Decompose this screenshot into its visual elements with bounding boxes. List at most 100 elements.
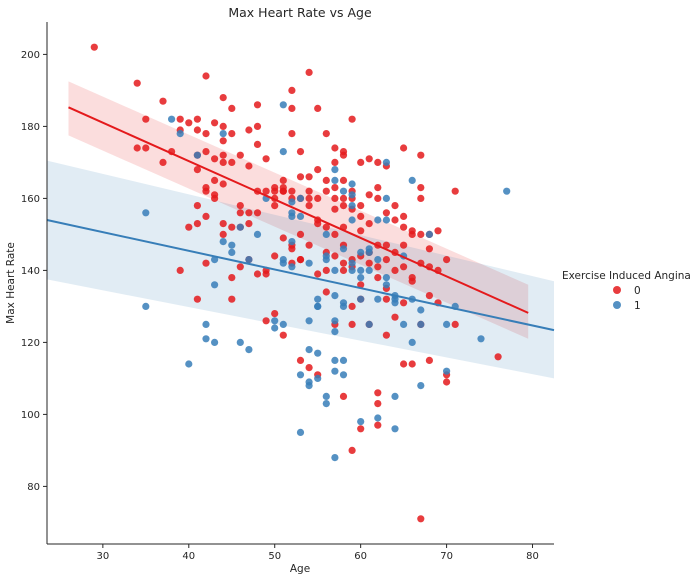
scatter-point-0: [296, 230, 305, 238]
scatter-point-0: [288, 104, 296, 112]
scatter-point-0: [314, 166, 322, 174]
scatter-point-1: [296, 194, 305, 202]
scatter-point-1: [211, 281, 219, 289]
scatter-point-1: [253, 230, 262, 238]
scatter-point-1: [331, 454, 339, 462]
scatter-point-1: [228, 248, 236, 256]
scatter-point-0: [322, 266, 330, 274]
scatter-point-1: [391, 425, 399, 433]
scatter-point-0: [357, 212, 365, 220]
scatter-point-0: [305, 187, 313, 195]
scatter-point-0: [374, 389, 382, 397]
y-tick-label: 200: [21, 50, 40, 61]
scatter-point-1: [314, 295, 322, 303]
scatter-point-0: [391, 202, 399, 210]
scatter-point-0: [400, 223, 408, 231]
x-tick-label: 50: [268, 551, 281, 562]
scatter-point-0: [339, 392, 348, 400]
scatter-point-0: [245, 220, 253, 228]
scatter-point-0: [374, 263, 382, 271]
scatter-point-0: [348, 115, 356, 123]
scatter-point-1: [245, 346, 253, 354]
scatter-point-0: [219, 180, 227, 188]
scatter-point-0: [296, 356, 305, 364]
scatter-point-0: [193, 202, 201, 210]
scatter-point-1: [322, 230, 330, 238]
scatter-point-1: [331, 292, 339, 300]
scatter-point-1: [443, 367, 451, 375]
scatter-point-0: [296, 256, 305, 264]
scatter-point-1: [331, 328, 339, 336]
scatter-point-0: [228, 158, 236, 166]
scatter-point-0: [391, 313, 399, 321]
scatter-point-0: [262, 155, 270, 163]
scatter-point-0: [219, 122, 227, 130]
scatter-point-0: [400, 299, 408, 307]
scatter-point-0: [425, 292, 433, 300]
scatter-point-0: [262, 317, 270, 325]
y-tick-label: 80: [27, 482, 40, 493]
scatter-point-0: [400, 144, 408, 152]
scatter-point-0: [228, 295, 236, 303]
scatter-point-0: [305, 364, 313, 372]
scatter-point-1: [236, 223, 244, 231]
scatter-point-0: [382, 241, 390, 249]
scatter-point-0: [357, 202, 365, 210]
scatter-point-0: [305, 173, 313, 181]
scatter-point-0: [211, 194, 219, 202]
scatter-point-0: [408, 277, 416, 285]
x-tick-label: 80: [526, 551, 539, 562]
scatter-point-0: [443, 256, 451, 264]
scatter-point-0: [185, 223, 193, 231]
scatter-point-1: [322, 400, 330, 408]
scatter-point-1: [357, 418, 365, 426]
scatter-point-0: [434, 227, 442, 235]
scatter-point-0: [365, 155, 373, 163]
scatter-point-1: [357, 248, 365, 256]
scatter-point-1: [348, 180, 356, 188]
scatter-point-0: [365, 191, 373, 199]
scatter-point-1: [288, 212, 296, 220]
scatter-point-0: [305, 241, 313, 249]
legend-marker-1: [613, 301, 621, 309]
scatter-point-0: [219, 94, 227, 102]
scatter-point-0: [219, 137, 227, 145]
scatter-point-1: [322, 392, 330, 400]
scatter-point-0: [443, 378, 451, 386]
scatter-point-0: [322, 288, 330, 296]
scatter-point-0: [357, 158, 365, 166]
scatter-point-0: [339, 194, 348, 202]
scatter-point-1: [185, 360, 193, 368]
scatter-point-1: [279, 148, 287, 156]
scatter-point-0: [339, 259, 348, 267]
scatter-point-0: [202, 72, 210, 80]
scatter-point-1: [314, 374, 322, 382]
scatter-point-1: [374, 295, 382, 303]
scatter-point-1: [305, 259, 313, 267]
scatter-point-1: [331, 356, 339, 364]
scatter-point-0: [236, 202, 244, 210]
legend-marker-0: [613, 286, 621, 294]
scatter-point-0: [331, 194, 339, 202]
scatter-point-1: [314, 349, 322, 357]
scatter-point-1: [408, 338, 416, 346]
scatter-point-0: [322, 176, 330, 184]
scatter-point-1: [348, 266, 356, 274]
scatter-point-1: [391, 299, 399, 307]
scatter-point-0: [365, 259, 373, 267]
scatter-point-0: [339, 176, 348, 184]
scatter-point-1: [305, 382, 313, 390]
confidence-band-1: [47, 160, 554, 379]
scatter-point-0: [253, 270, 262, 278]
scatter-point-0: [279, 184, 287, 192]
scatter-point-0: [382, 331, 390, 339]
scatter-point-1: [425, 230, 433, 238]
scatter-point-0: [400, 212, 408, 220]
scatter-point-1: [331, 166, 339, 174]
scatter-point-0: [305, 194, 313, 202]
scatter-point-1: [365, 320, 373, 328]
scatter-point-0: [391, 266, 399, 274]
scatter-point-1: [477, 335, 485, 343]
scatter-point-1: [331, 367, 339, 375]
